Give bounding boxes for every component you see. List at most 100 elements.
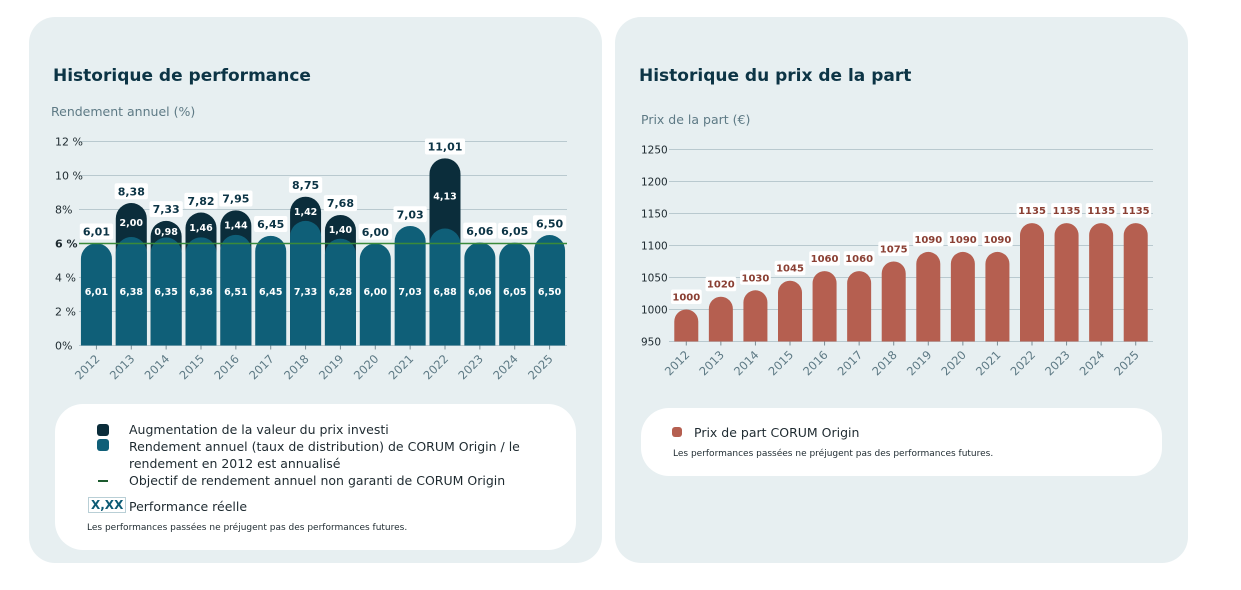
bar-price-label: 1020 — [707, 280, 735, 291]
bar-price-2012 — [674, 309, 699, 342]
y-tick-label: 1150 — [641, 209, 668, 221]
legend-label-increase: Augmentation de la valeur du prix invest… — [129, 422, 389, 437]
x-tick-label: 2018 — [869, 348, 900, 379]
y-tick-label: 1000 — [641, 305, 668, 317]
bar-price-label: 1090 — [984, 235, 1012, 246]
bar-yield-label: 6,51 — [224, 287, 247, 298]
bar-total-label: 8,75 — [292, 179, 319, 192]
y-tick-label: 1200 — [641, 177, 668, 189]
bar-total-label-bg — [424, 138, 466, 155]
x-tick-label: 2012 — [662, 348, 693, 379]
bar-yield-label: 6,50 — [538, 287, 562, 298]
bar-total-label-bg — [219, 190, 253, 207]
bar-total-label-bg — [184, 192, 218, 209]
bar-price-label-bg — [740, 270, 771, 285]
x-tick-label: 2023 — [1042, 348, 1073, 379]
price-title: Historique du prix de la part — [639, 66, 912, 86]
bar-price-label: 1060 — [811, 254, 839, 265]
x-tick-label: 2022 — [1008, 348, 1039, 379]
x-tick-label: 2020 — [351, 352, 382, 383]
bar-price-label: 1135 — [1053, 206, 1081, 217]
bar-price-label-bg — [774, 260, 806, 276]
x-tick-label: 2019 — [904, 348, 935, 379]
performance-title: Historique de performance — [53, 66, 311, 86]
bar-price-label: 1135 — [1122, 206, 1150, 217]
bar-total-label-bg — [498, 222, 532, 239]
bar-total-label-bg — [393, 206, 427, 223]
y-tick-label: 12 % — [55, 136, 83, 149]
bar-total-label-bg — [323, 195, 358, 212]
bar-total-label-bg — [358, 223, 392, 240]
bar-price-label-bg — [878, 241, 910, 256]
price-panel: Historique du prix de la part Prix de la… — [615, 17, 1188, 563]
legend-swatch-yield — [97, 439, 109, 451]
x-tick-label: 2013 — [107, 352, 138, 383]
y-tick-label: 1050 — [641, 273, 668, 285]
y-tick-label: 0% — [55, 340, 72, 353]
performance-axis-title: Rendement annuel (%) — [51, 104, 196, 119]
bar-yield-2023 — [464, 242, 496, 346]
bar-yield-2018 — [290, 220, 322, 346]
bar-price-2014 — [743, 290, 768, 342]
legend-label-yield: Rendement annuel (taux de distribution) … — [129, 439, 520, 454]
x-tick-label: 2024 — [1077, 348, 1108, 379]
bar-yield-label: 7,33 — [294, 287, 317, 298]
bar-price-label: 1060 — [845, 254, 873, 265]
bar-price-2015 — [778, 280, 802, 342]
bar-price-label-bg — [1016, 203, 1048, 218]
x-tick-label: 2015 — [766, 348, 797, 379]
bar-total-label-bg — [79, 223, 114, 240]
bar-yield-2025 — [534, 235, 566, 346]
x-tick-label: 2013 — [696, 348, 727, 379]
legend-perf-tag: X,XX — [88, 497, 127, 513]
bar-total-label-bg — [288, 176, 323, 193]
bar-yield-label: 6,35 — [154, 287, 177, 298]
bar-yield-2016 — [220, 234, 252, 346]
bar-yield-2022 — [429, 228, 461, 346]
x-tick-label: 2021 — [386, 352, 417, 383]
bar-yield-2014 — [150, 237, 182, 346]
bar-total-label: 11,01 — [428, 141, 463, 154]
x-tick-label: 2014 — [731, 348, 762, 379]
bar-total-label: 7,82 — [187, 195, 214, 208]
x-tick-label: 2023 — [455, 352, 486, 383]
x-tick-label: 2022 — [421, 352, 452, 383]
bar-increase-label: 2,00 — [120, 218, 144, 229]
bar-price-2022 — [1020, 223, 1044, 342]
legend-label-objective: Objectif de rendement annuel non garanti… — [129, 473, 506, 488]
x-tick-label: 2014 — [142, 352, 173, 383]
bar-price-label-bg — [912, 231, 944, 247]
bar-yield-2021 — [394, 225, 426, 346]
bar-price-label: 1135 — [1087, 206, 1115, 217]
performance-panel: Historique de performance Rendement annu… — [29, 17, 602, 563]
bar-increase-label: 1,42 — [294, 207, 317, 218]
bar-total-label: 6,05 — [501, 225, 528, 238]
legend-label-price: Prix de part CORUM Origin — [694, 425, 860, 440]
bar-yield-2024 — [499, 242, 531, 346]
x-tick-label: 2012 — [72, 352, 103, 383]
bar-increase-label: 0,98 — [154, 227, 178, 238]
bar-total-label: 6,50 — [536, 217, 563, 230]
bar-yield-label: 7,03 — [398, 287, 421, 298]
bar-price-2023 — [1054, 223, 1079, 342]
bar-total-label: 6,01 — [83, 226, 110, 239]
x-tick-label: 2016 — [800, 348, 831, 379]
y-tick-label: 10 % — [55, 170, 83, 183]
bar-yield-label: 6,45 — [259, 287, 282, 298]
bar-total-label-bg — [532, 215, 567, 232]
bar-yield-label: 6,36 — [189, 287, 213, 298]
bar-price-label-bg — [809, 251, 840, 266]
bar-increase-label: 1,44 — [224, 221, 248, 232]
price-legend: Prix de part CORUM Origin Les performanc… — [641, 408, 1162, 476]
bar-increase-label: 1,40 — [329, 225, 353, 236]
bar-increase-label: 1,46 — [189, 223, 213, 234]
bar-total-label-bg — [114, 183, 148, 200]
bar-price-label: 1090 — [949, 235, 977, 246]
bar-price-label: 1090 — [914, 235, 942, 246]
bar-increase-label: 4,13 — [433, 191, 456, 202]
performance-chart: 0% 2 % 4 % 6 % 8% 10 % 12 % 6,01 6,01 2012 6,38 2,0… — [55, 136, 567, 383]
bar-price-label-bg — [947, 231, 979, 247]
price-chart: 950 1000 1050 1100 1150 1200 1250 1000 2012 1020 2… — [641, 145, 1153, 379]
bar-total-label-bg — [463, 222, 497, 239]
bar-yield-label: 6,06 — [468, 287, 492, 298]
